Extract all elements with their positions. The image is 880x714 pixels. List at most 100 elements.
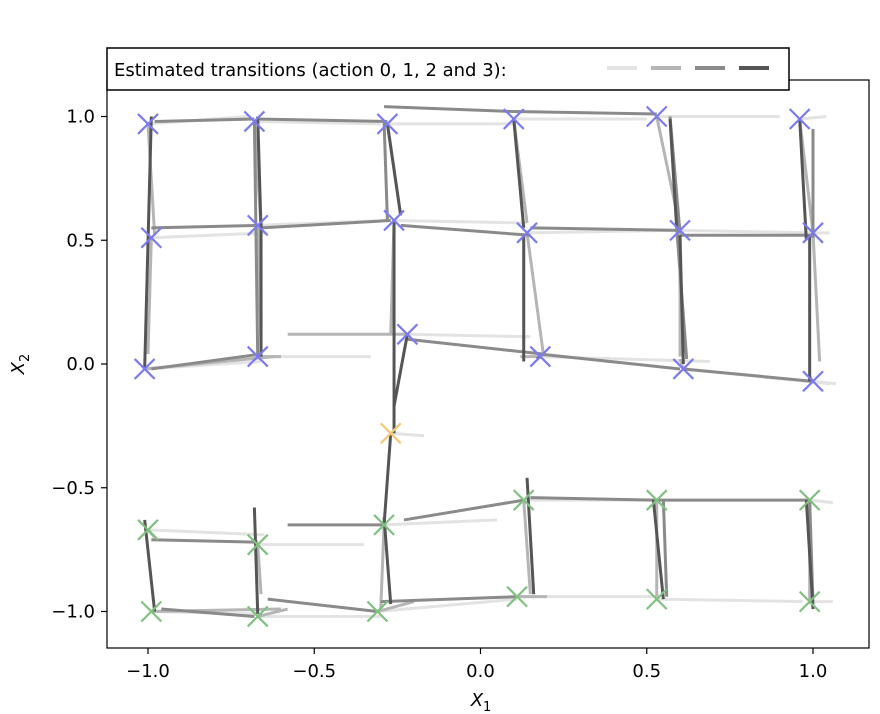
transition-line-action-3 (382, 517, 393, 605)
transition-line-action-2 (407, 337, 544, 356)
state-marker-stroke (140, 600, 163, 623)
state-marker (645, 588, 668, 610)
transition-line-action-2 (267, 597, 378, 613)
transition-line-action-0 (384, 518, 498, 527)
transition-line-action-2 (161, 607, 255, 618)
state-marker-stroke (502, 108, 525, 130)
state-marker (672, 358, 695, 380)
transition-line-action-1 (379, 524, 386, 610)
transition-line-action-2 (257, 117, 388, 123)
transition-line-action-0 (799, 115, 827, 121)
transition-line-action-3 (678, 235, 685, 365)
transition-line-action-0 (147, 528, 265, 537)
transition-line-action-1 (146, 123, 157, 236)
x-tick-label: −0.5 (292, 661, 336, 682)
transition-line-action-3 (392, 334, 409, 407)
transition-line-action-0 (254, 119, 381, 126)
transition-line-action-1 (146, 237, 153, 355)
transition-line-action-2 (154, 117, 255, 123)
state-marker-stroke (243, 110, 266, 133)
state-marker (802, 222, 824, 244)
transition-line-action-3 (385, 123, 403, 216)
y-tick-label: −1.0 (51, 602, 95, 623)
state-marker-stroke (246, 605, 269, 628)
state-marker-stroke (529, 345, 552, 368)
state-marker (529, 345, 552, 368)
y-axis-label-main: X (8, 361, 29, 375)
transition-line-action-2 (683, 367, 814, 383)
state-marker-stroke (396, 323, 419, 346)
state-marker-stroke (140, 226, 163, 249)
transition-line-action-3 (143, 116, 153, 369)
state-marker-stroke (379, 422, 402, 445)
state-marker-stroke (788, 108, 811, 130)
state-marker-stroke (512, 489, 535, 511)
state-markers-layer (133, 105, 824, 628)
transition-line-action-2 (151, 538, 258, 544)
state-marker (502, 108, 525, 130)
state-marker (373, 514, 395, 536)
state-marker-stroke (376, 113, 399, 135)
state-marker (379, 422, 402, 445)
state-marker (246, 533, 269, 556)
transition-line-action-0 (394, 218, 528, 225)
transition-line-action-2 (380, 595, 518, 604)
state-marker-stroke (798, 590, 821, 613)
x-axis-label: X1 (470, 690, 492, 714)
transition-line-action-0 (656, 597, 804, 604)
x-axis-label-main: X (470, 690, 484, 711)
state-marker-stroke (137, 519, 159, 541)
state-marker (133, 358, 156, 380)
state-marker (788, 108, 811, 130)
transition-line-action-2 (530, 496, 657, 502)
transition-line-action-3 (804, 500, 815, 610)
state-marker-stroke (373, 514, 395, 536)
x-tick-label: 0.5 (632, 661, 661, 682)
state-marker (512, 489, 535, 511)
state-marker-stroke (802, 370, 824, 393)
transition-line-action-1 (377, 600, 415, 613)
transition-line-action-0 (809, 498, 834, 505)
state-marker (802, 370, 824, 393)
state-marker-stroke (645, 489, 668, 511)
y-tick-label: 0.5 (66, 230, 95, 251)
transition-line-action-2 (400, 223, 531, 237)
state-marker (366, 600, 389, 623)
transition-line-action-3 (651, 499, 665, 600)
state-marker (669, 219, 691, 242)
transition-line-action-2 (540, 352, 681, 371)
transition-line-action-1 (522, 500, 532, 595)
y-tick-label: −0.5 (51, 478, 95, 499)
state-marker-stroke (133, 358, 156, 380)
state-marker-stroke (246, 533, 269, 556)
state-marker (246, 214, 269, 237)
state-marker-stroke (802, 222, 824, 244)
state-marker (243, 110, 266, 133)
state-marker (246, 605, 269, 628)
transition-line-action-1 (525, 232, 546, 357)
state-marker (383, 209, 405, 232)
transition-line-action-2 (513, 110, 657, 116)
y-axis-ticks: −1.0 −0.5 0.0 0.5 1.0 (51, 107, 107, 623)
transition-line-action-3 (143, 519, 157, 612)
state-marker-stroke (246, 345, 269, 368)
transition-line-action-1 (257, 607, 289, 618)
transition-line-action-2 (151, 352, 262, 371)
state-marker (645, 489, 668, 511)
x-tick-label: −1.0 (126, 661, 170, 682)
x-axis-label-subscript: 1 (483, 700, 491, 714)
transition-line-action-0 (812, 379, 837, 386)
y-axis-label-subscript: 2 (18, 354, 33, 362)
transition-line-action-2 (661, 500, 669, 597)
state-marker (246, 345, 269, 368)
transition-line-action-2 (530, 226, 681, 232)
y-tick-label: 0.0 (66, 354, 95, 375)
state-marker-stroke (137, 113, 159, 135)
legend-title: Estimated transitions (action 0, 1, 2 an… (114, 60, 507, 81)
state-marker-stroke (645, 588, 668, 610)
state-marker-stroke (669, 219, 691, 242)
state-marker-stroke (798, 489, 821, 511)
state-marker (396, 323, 419, 346)
